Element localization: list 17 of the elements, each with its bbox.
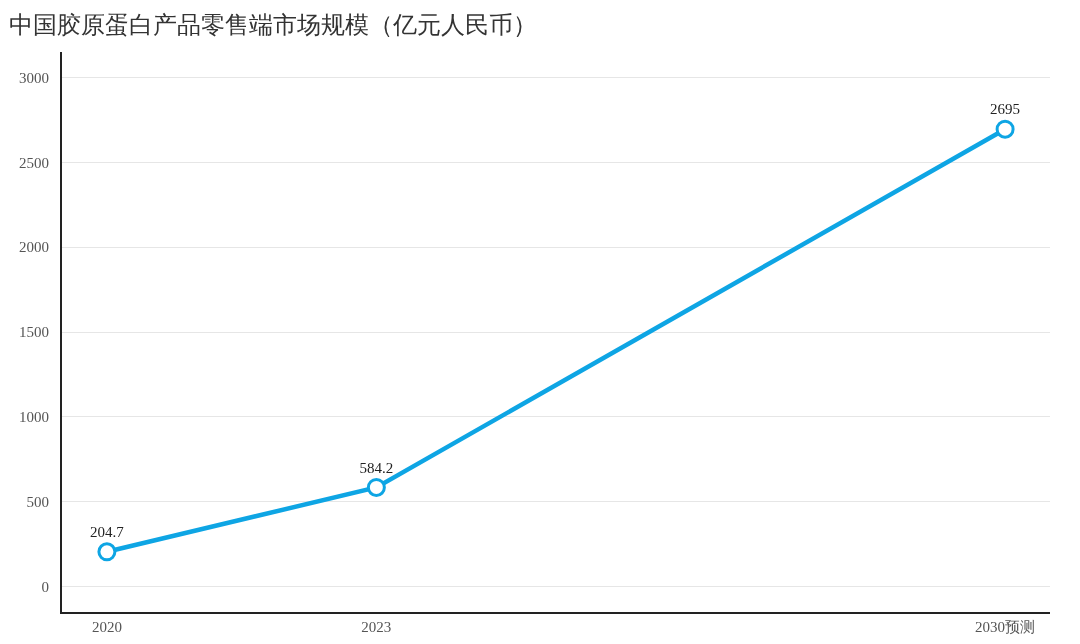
x-tick-label: 2023 [361, 619, 392, 635]
y-tick-label: 1000 [19, 409, 49, 426]
y-tick-label: 2500 [19, 154, 49, 171]
data-label: 2695 [990, 101, 1021, 118]
point [366, 477, 386, 497]
point [995, 119, 1015, 139]
y-tick-label: 2000 [19, 239, 49, 256]
data-label: 584.2 [359, 459, 394, 476]
x-tick-label: 2030预测 [975, 619, 1036, 635]
x-tick-label: 2020 [91, 619, 122, 635]
y-tick-label: 3000 [19, 69, 49, 86]
point [97, 542, 117, 562]
y-tick-label: 1500 [19, 324, 49, 341]
y-tick-label: 0 [41, 578, 49, 595]
y-tick-label: 500 [26, 493, 49, 510]
data-label: 204.7 [90, 524, 125, 541]
chart-title: 中国胶原蛋白产品零售端市场规模（亿元人民币） [8, 11, 537, 38]
